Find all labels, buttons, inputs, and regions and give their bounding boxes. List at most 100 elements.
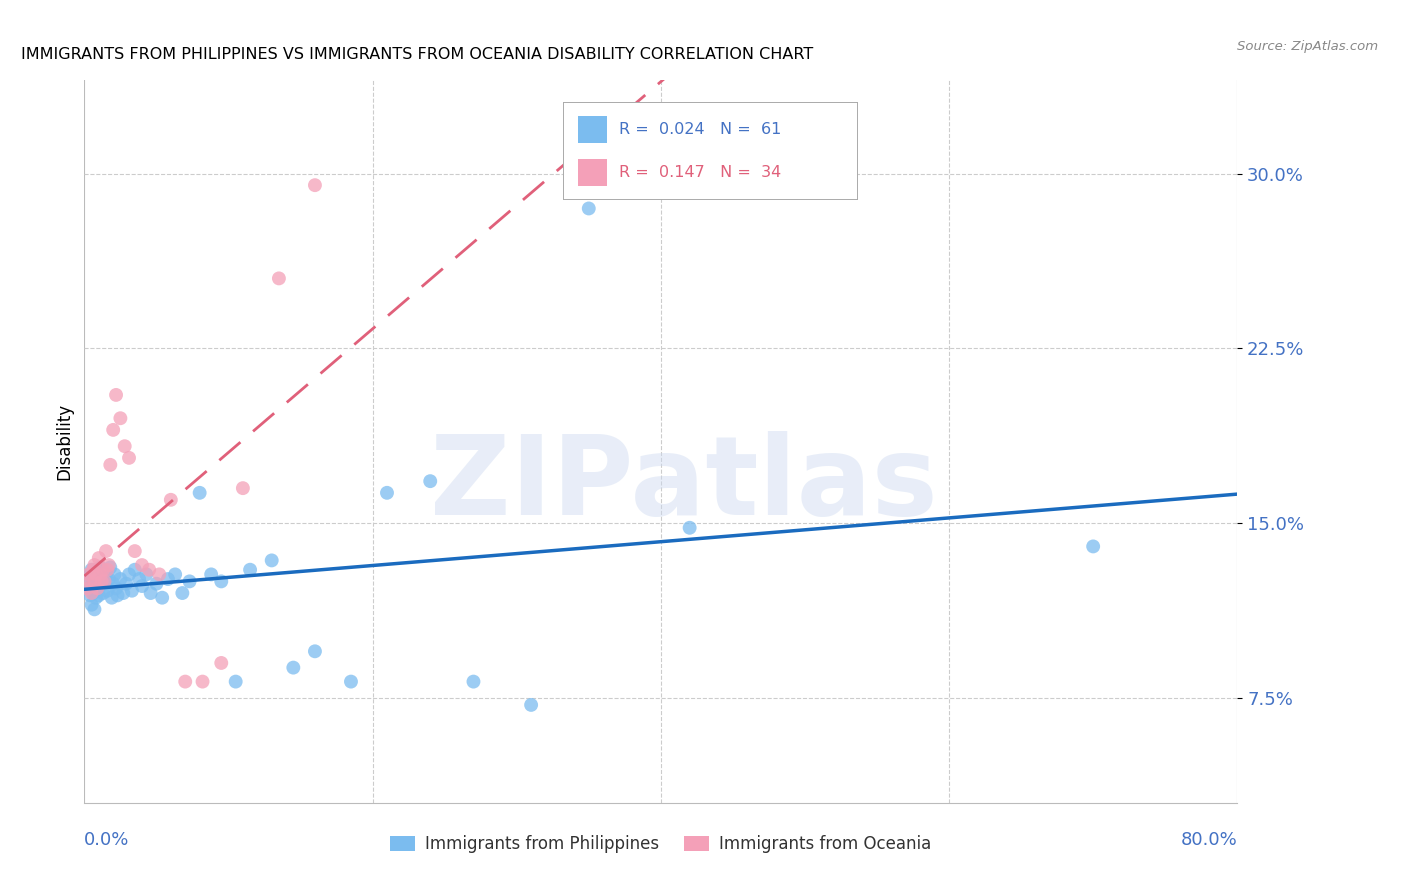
Point xyxy=(83,574,105,589)
Point xyxy=(105,582,128,596)
Point xyxy=(89,576,111,591)
Point xyxy=(98,458,121,472)
Point xyxy=(82,586,104,600)
Point xyxy=(578,202,600,216)
Point xyxy=(124,544,146,558)
Point xyxy=(86,563,108,577)
Point xyxy=(94,567,117,582)
Point xyxy=(174,674,197,689)
Point xyxy=(86,582,108,596)
Point xyxy=(80,563,103,577)
Point xyxy=(191,674,214,689)
Point xyxy=(115,576,138,591)
Text: 0.0%: 0.0% xyxy=(84,830,129,849)
Point xyxy=(1083,540,1105,554)
Text: ZIPatlas: ZIPatlas xyxy=(430,432,938,539)
Point xyxy=(232,481,254,495)
Point xyxy=(118,567,141,582)
Point xyxy=(110,572,132,586)
Point xyxy=(131,579,153,593)
Point xyxy=(463,674,485,689)
Point xyxy=(150,591,173,605)
Point xyxy=(148,567,170,582)
Point xyxy=(96,583,118,598)
Point xyxy=(79,574,101,589)
Point xyxy=(94,544,117,558)
Point xyxy=(84,574,107,589)
Point xyxy=(103,576,124,591)
Point xyxy=(77,567,100,582)
Point xyxy=(121,583,143,598)
Point xyxy=(80,598,103,612)
Point xyxy=(86,582,108,596)
Text: IMMIGRANTS FROM PHILIPPINES VS IMMIGRANTS FROM OCEANIA DISABILITY CORRELATION CH: IMMIGRANTS FROM PHILIPPINES VS IMMIGRANT… xyxy=(21,47,813,62)
Point xyxy=(97,558,120,572)
Point xyxy=(97,572,120,586)
Point xyxy=(679,521,702,535)
Point xyxy=(283,660,305,674)
Point xyxy=(96,563,118,577)
Point xyxy=(77,582,100,596)
Point xyxy=(340,674,363,689)
Point xyxy=(188,485,211,500)
Text: 80.0%: 80.0% xyxy=(1181,830,1237,849)
Point xyxy=(160,492,183,507)
Point xyxy=(83,602,105,616)
Point xyxy=(82,574,104,589)
Point xyxy=(156,572,179,586)
Point xyxy=(90,570,112,584)
Point xyxy=(260,553,283,567)
Point xyxy=(172,586,194,600)
Point xyxy=(76,570,98,584)
Point xyxy=(304,178,326,193)
Legend: Immigrants from Philippines, Immigrants from Oceania: Immigrants from Philippines, Immigrants … xyxy=(384,828,938,860)
Point xyxy=(93,574,115,589)
Point xyxy=(90,574,112,589)
Point xyxy=(225,674,247,689)
Point xyxy=(131,558,153,572)
Point xyxy=(138,563,160,577)
Point xyxy=(82,563,104,577)
Point xyxy=(304,644,326,658)
Point xyxy=(267,271,290,285)
Point xyxy=(520,698,543,712)
Point xyxy=(105,388,128,402)
Point xyxy=(124,563,146,577)
Point xyxy=(139,586,162,600)
Point xyxy=(91,586,114,600)
Point xyxy=(165,567,187,582)
Point xyxy=(200,567,222,582)
Point xyxy=(104,567,127,582)
Point xyxy=(79,588,101,602)
Point xyxy=(145,576,167,591)
Point xyxy=(83,558,105,572)
Point xyxy=(239,563,262,577)
Point xyxy=(93,574,115,589)
Point xyxy=(209,656,232,670)
Y-axis label: Disability: Disability xyxy=(55,403,73,480)
Point xyxy=(76,582,98,596)
Point xyxy=(135,567,157,582)
Point xyxy=(80,586,103,600)
Point xyxy=(209,574,232,589)
Point xyxy=(103,423,124,437)
Point xyxy=(87,572,110,586)
Point xyxy=(100,591,122,605)
Point xyxy=(98,560,121,574)
Point xyxy=(179,574,201,589)
Point xyxy=(87,588,110,602)
Text: Source: ZipAtlas.com: Source: ZipAtlas.com xyxy=(1237,40,1378,54)
Point xyxy=(91,563,114,577)
Point xyxy=(83,567,105,582)
Point xyxy=(107,588,129,602)
Point xyxy=(84,567,107,582)
Point xyxy=(375,485,398,500)
Point xyxy=(87,551,110,566)
Point xyxy=(419,474,441,488)
Point xyxy=(110,411,132,425)
Point xyxy=(84,591,107,605)
Point xyxy=(112,586,135,600)
Point xyxy=(89,560,111,574)
Point xyxy=(89,567,111,582)
Point xyxy=(128,572,150,586)
